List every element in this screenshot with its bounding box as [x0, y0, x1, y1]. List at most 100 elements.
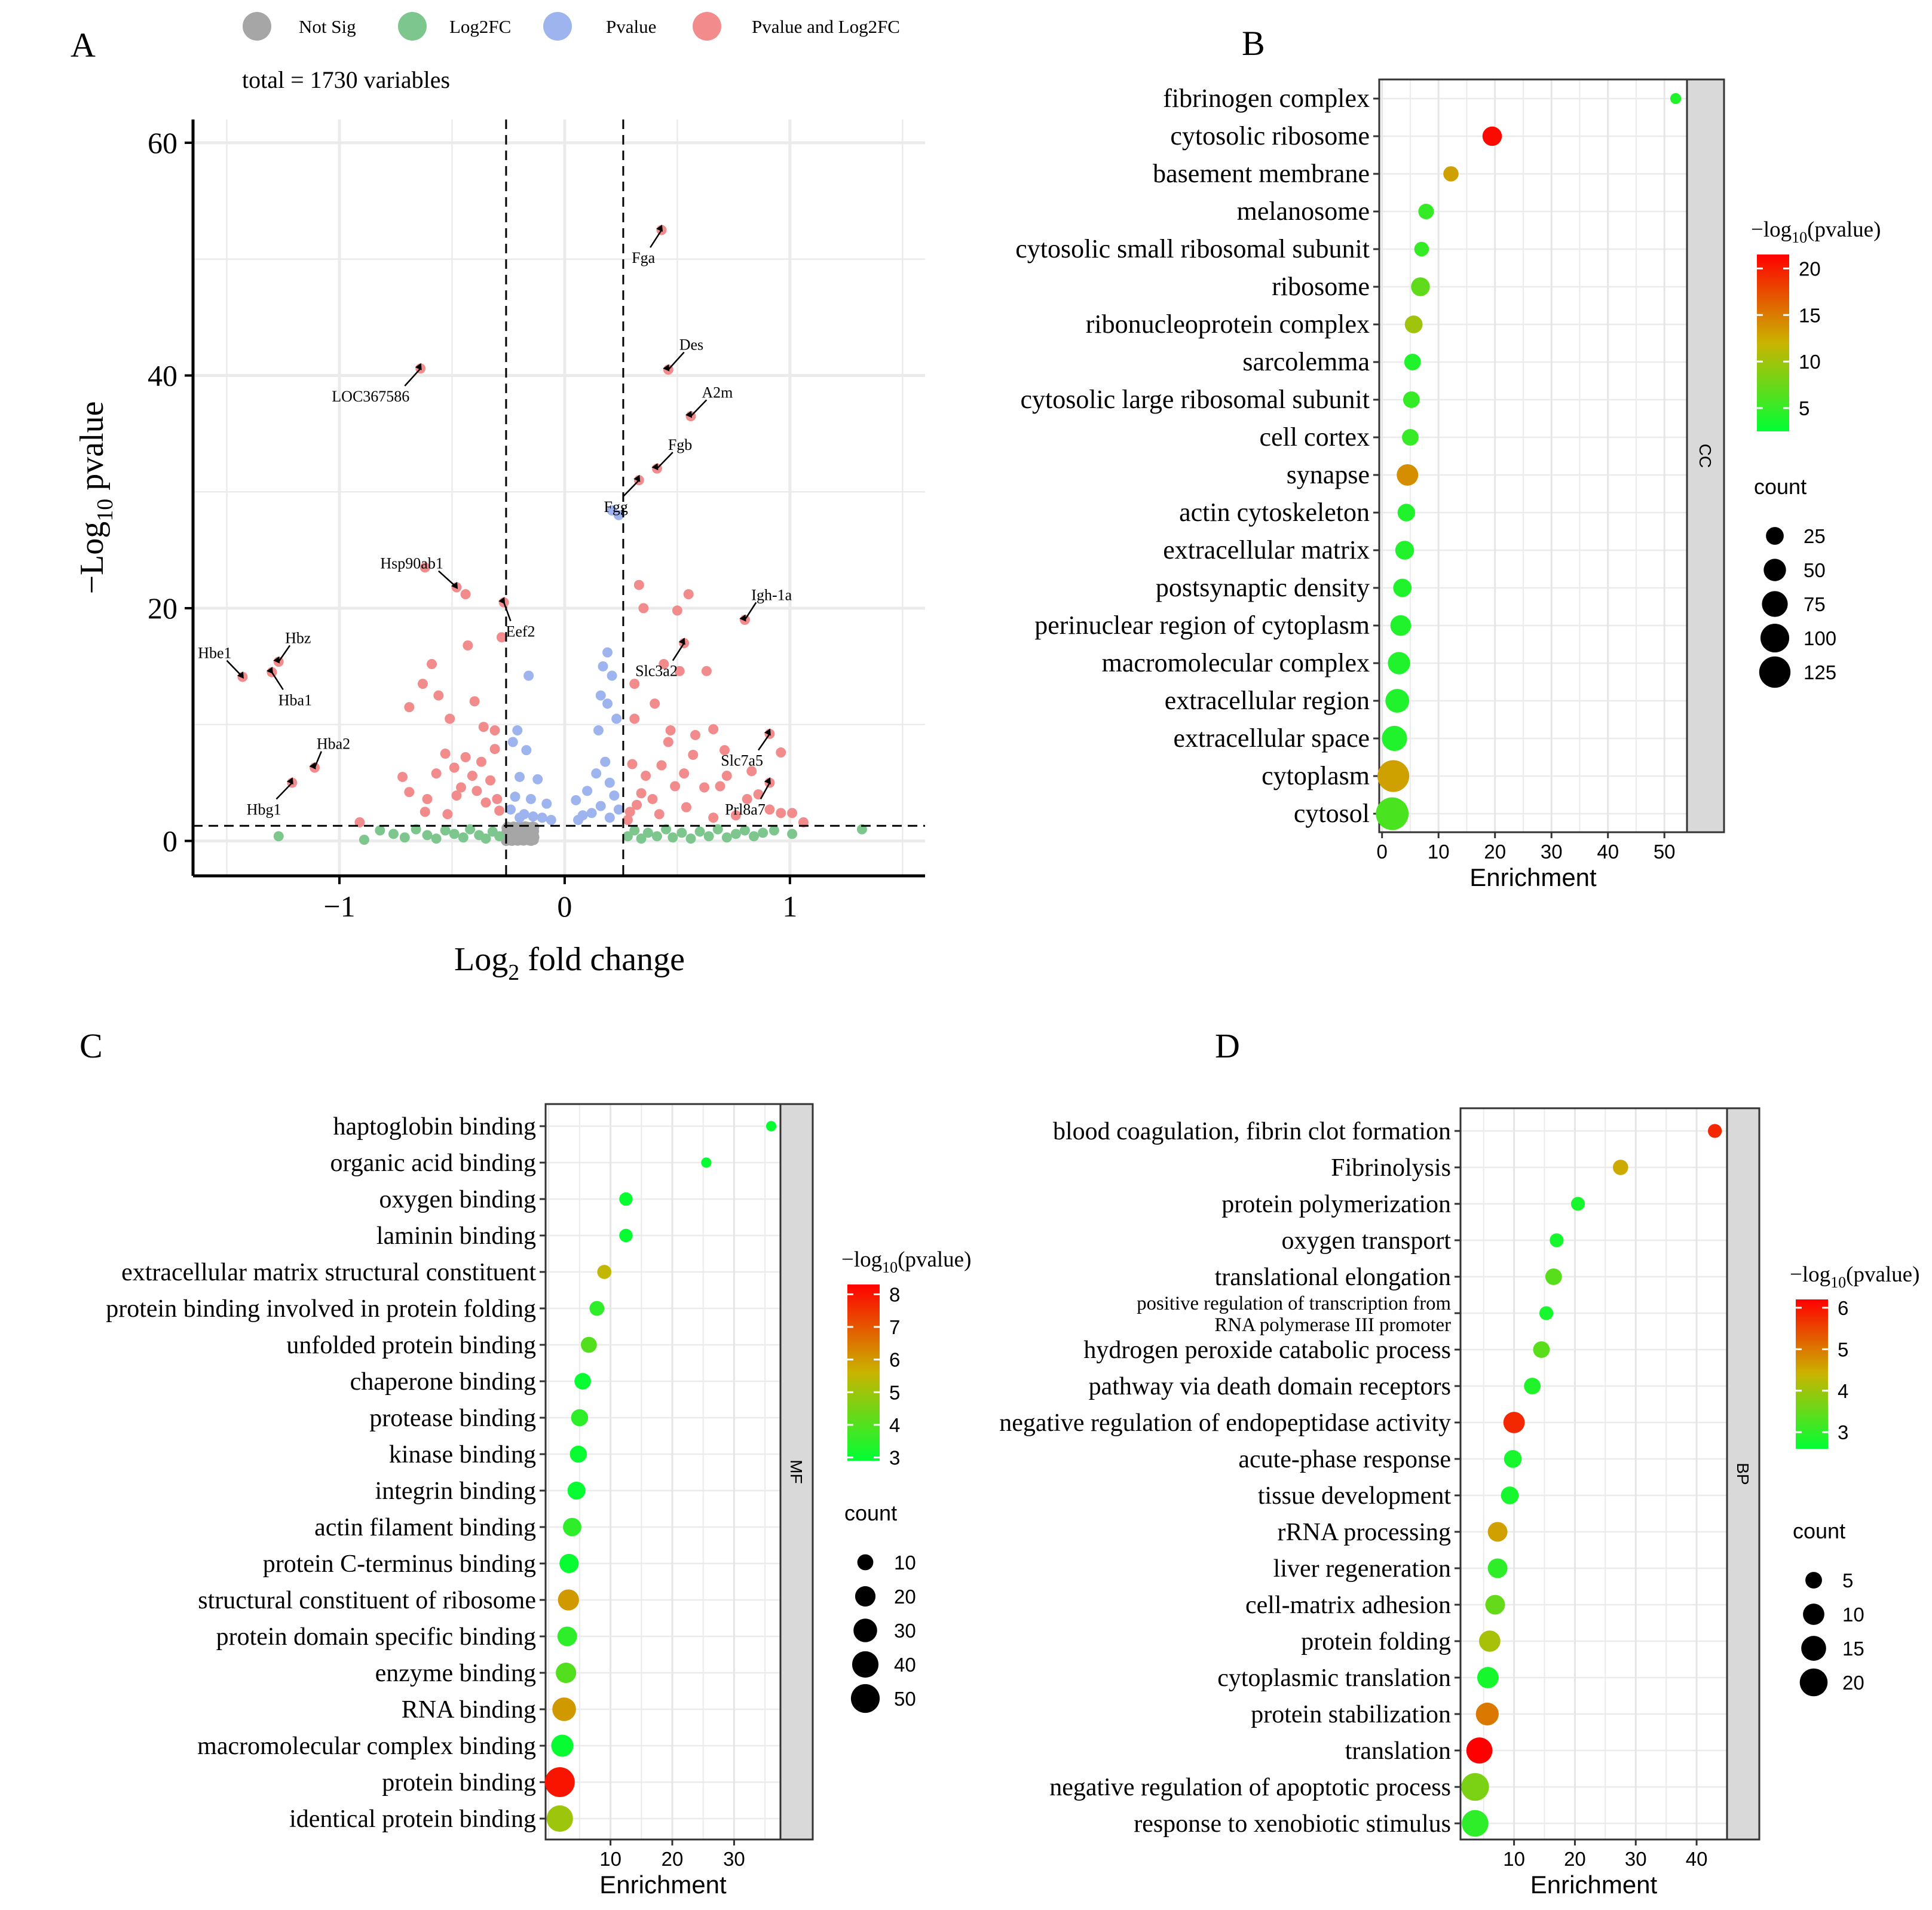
- point-pvalue-and-log2fc: [433, 690, 444, 701]
- color-legend-title-main: −log: [1751, 217, 1792, 242]
- gene-label-slc3a2: Slc3a2: [635, 663, 678, 680]
- size-legend-title: count: [844, 1501, 897, 1525]
- dot-enzyme-binding: [556, 1662, 577, 1684]
- size-legend-dot: [1805, 1572, 1822, 1589]
- term-label-protein-domain-specific-binding: protein domain specific binding: [216, 1623, 536, 1651]
- point-pvalue-and-log2fc: [467, 770, 477, 781]
- label-arrowhead: [451, 581, 458, 589]
- y-tick-label: 40: [148, 358, 177, 392]
- point-pvalue-and-log2fc: [489, 744, 500, 755]
- point-log2fc: [622, 831, 633, 842]
- point-pvalue-and-log2fc: [708, 813, 719, 823]
- term-label-positive-regulation-of-transcription-from-rna-polymerase-iii-promoter-line1: positive regulation of transcription fro…: [1137, 1293, 1451, 1314]
- point-pvalue: [537, 813, 547, 823]
- term-label-protein-polymerization: protein polymerization: [1221, 1191, 1451, 1218]
- dot-fibrinogen-complex: [1670, 93, 1682, 105]
- point-pvalue-and-log2fc: [764, 804, 775, 815]
- color-bar-label: 3: [889, 1447, 900, 1469]
- label-arrowhead: [266, 667, 273, 675]
- point-pvalue-and-log2fc: [427, 659, 437, 670]
- x-tick-label: 20: [1484, 841, 1506, 863]
- size-legend-dot: [855, 1586, 876, 1607]
- term-label-negative-regulation-of-apoptotic-process: negative regulation of apoptotic process: [1049, 1774, 1451, 1801]
- point-log2fc: [685, 833, 696, 844]
- size-legend-dot: [1759, 656, 1791, 688]
- point-pvalue: [512, 725, 523, 736]
- facet-label: MF: [787, 1460, 806, 1483]
- term-label-ribosome: ribosome: [1272, 272, 1370, 301]
- y-tick-label: 20: [148, 591, 177, 625]
- label-arrowhead: [663, 364, 670, 372]
- term-label-perinuclear-region-of-cytoplasm: perinuclear region of cytoplasm: [1034, 611, 1370, 640]
- point-pvalue-and-log2fc: [480, 797, 491, 808]
- color-bar-label: 5: [1799, 397, 1809, 419]
- point-pvalue-and-log2fc: [420, 562, 430, 573]
- gene-label-des: Des: [679, 336, 703, 354]
- dot-cytosolic-large-ribosomal-subunit: [1403, 391, 1420, 408]
- point-log2fc: [730, 829, 741, 839]
- term-label-cytosol: cytosol: [1294, 799, 1370, 828]
- size-legend-dot: [1760, 623, 1790, 653]
- term-label-protein-folding: protein folding: [1301, 1628, 1451, 1655]
- x-tick-label: 30: [723, 1848, 745, 1870]
- point-pvalue-and-log2fc: [463, 640, 473, 651]
- point-log2fc: [388, 829, 399, 839]
- label-connector: [271, 672, 284, 691]
- label-connector: [503, 602, 512, 621]
- dot-extracellular-matrix-structural-constituent: [597, 1265, 612, 1279]
- x-tick-label: 1: [782, 890, 797, 923]
- color-bar-label: 10: [1799, 351, 1821, 373]
- point-pvalue-and-log2fc: [460, 752, 471, 762]
- point-log2fc: [636, 833, 647, 844]
- term-label-translation: translation: [1345, 1737, 1451, 1765]
- x-tick-label: 40: [1686, 1848, 1708, 1870]
- panel-letter-a: A: [71, 26, 96, 65]
- dot-extracellular-matrix: [1395, 541, 1414, 560]
- term-label-postsynaptic-density: postsynaptic density: [1156, 573, 1370, 602]
- point-log2fc: [661, 824, 672, 835]
- label-arrowhead: [651, 463, 659, 471]
- label-arrowhead: [678, 637, 685, 645]
- label-connector: [690, 399, 708, 417]
- point-pvalue: [582, 786, 593, 796]
- size-legend-label: 125: [1804, 661, 1836, 683]
- size-legend-dot: [857, 1554, 874, 1571]
- point-log2fc: [712, 824, 723, 835]
- legend-key-not-sig: [243, 12, 271, 41]
- point-pvalue-and-log2fc: [787, 808, 798, 818]
- size-legend-dot: [1801, 1636, 1826, 1661]
- point-pvalue: [586, 808, 597, 818]
- point-pvalue: [604, 777, 615, 788]
- panel-letter-d: D: [1215, 1026, 1240, 1065]
- point-pvalue: [613, 804, 624, 815]
- point-pvalue-and-log2fc: [672, 605, 682, 616]
- point-pvalue: [515, 771, 525, 782]
- label-arrowhead: [764, 777, 771, 785]
- point-pvalue: [573, 815, 584, 826]
- panel-b: B CC fibrinogen complex cytosolic ribosome b…: [1015, 24, 1881, 891]
- point-pvalue-and-log2fc: [641, 770, 651, 781]
- point-pvalue-and-log2fc: [622, 815, 633, 826]
- color-bar-label: 3: [1838, 1421, 1848, 1443]
- label-connector: [668, 351, 685, 370]
- term-label-identical-protein-binding: identical protein binding: [289, 1805, 536, 1833]
- point-log2fc: [668, 832, 678, 843]
- color-bar-label: 20: [1799, 257, 1821, 280]
- term-label-blood-coagulation-fibrin-clot-formation: blood coagulation, fibrin clot formation: [1053, 1118, 1451, 1145]
- term-label-fibrinogen-complex: fibrinogen complex: [1163, 84, 1370, 113]
- point-pvalue-and-log2fc: [417, 679, 428, 689]
- point-pvalue-and-log2fc: [650, 698, 660, 709]
- term-label-tissue-development: tissue development: [1258, 1482, 1451, 1510]
- dot-macromolecular-complex-binding: [551, 1734, 574, 1757]
- point-log2fc: [651, 831, 662, 842]
- dot-unfolded-protein-binding: [581, 1336, 597, 1353]
- gene-label-hba2: Hba2: [317, 735, 350, 753]
- color-bar-label: 7: [889, 1316, 900, 1338]
- point-log2fc: [422, 830, 433, 841]
- gene-label-hba1: Hba1: [278, 691, 312, 709]
- size-legend-label: 10: [1842, 1604, 1864, 1626]
- term-label-cytosolic-large-ribosomal-subunit: cytosolic large ribosomal subunit: [1020, 385, 1370, 414]
- dot-cytosolic-ribosome: [1482, 126, 1502, 146]
- dot-protein-polymerization: [1570, 1197, 1585, 1211]
- dot-negative-regulation-of-apoptotic-process: [1461, 1773, 1489, 1801]
